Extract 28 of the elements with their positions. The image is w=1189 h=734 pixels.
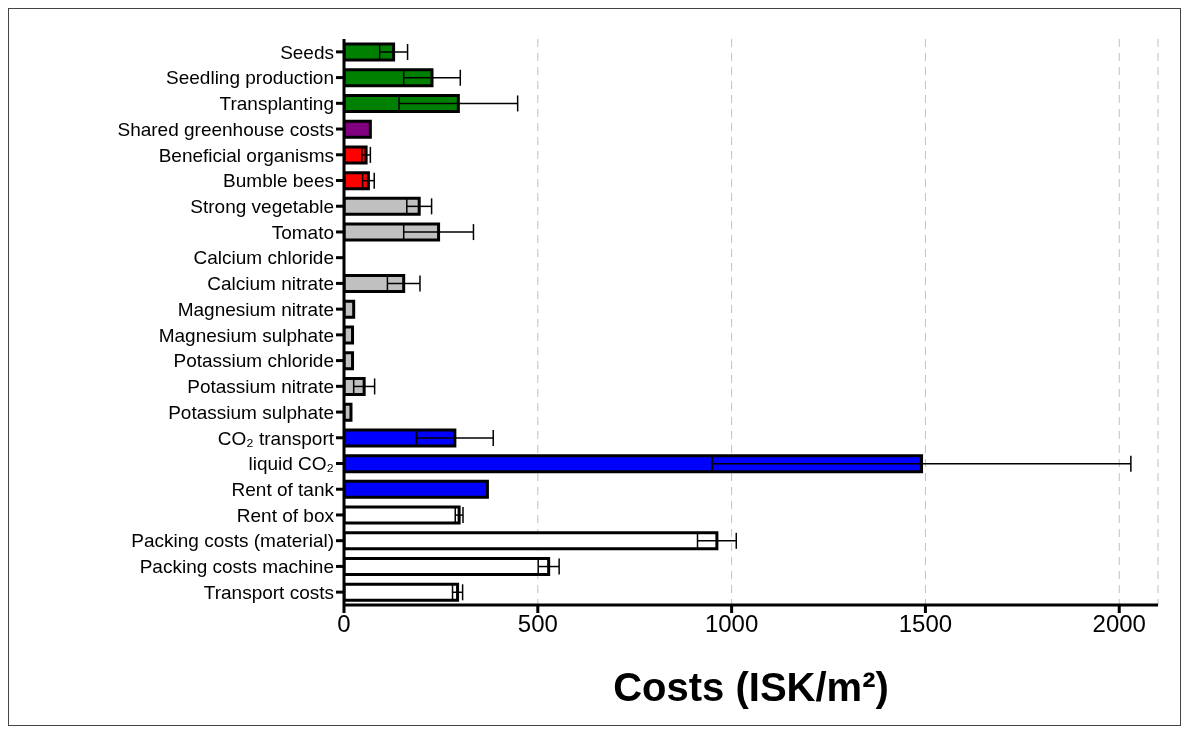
x-tick-label: 0 xyxy=(337,610,351,638)
y-tick-label: Rent of tank xyxy=(231,478,335,500)
y-tick-label: Packing costs machine xyxy=(139,556,334,578)
y-tick-label: Potassium nitrate xyxy=(187,376,334,398)
y-tick-label: Seedling production xyxy=(166,67,334,89)
y-tick-label: Bumble bees xyxy=(223,170,334,192)
y-tick-label: Potassium sulphate xyxy=(168,401,334,423)
y-tick-label: Seeds xyxy=(280,41,334,63)
y-tick-label: Rent of box xyxy=(236,504,335,526)
y-tick-label: Magnesium nitrate xyxy=(177,298,334,320)
y-tick-label: Transplanting xyxy=(219,93,334,115)
x-tick-label: 500 xyxy=(517,610,558,638)
y-tick-label: Strong vegetable xyxy=(190,195,334,217)
y-tick-label: Shared greenhouse costs xyxy=(117,118,334,140)
y-tick-label: Calcium chloride xyxy=(193,247,334,269)
y-tick-label: Potassium chloride xyxy=(173,350,334,372)
y-tick-label: liquid CO₂ xyxy=(248,453,334,475)
y-tick-label: Magnesium sulphate xyxy=(158,324,334,346)
x-tick-label: 1500 xyxy=(898,610,953,638)
y-tick-label: Calcium nitrate xyxy=(207,273,334,295)
x-axis-title: Costs (ISK/m²) xyxy=(613,665,889,709)
y-tick-label: Tomato xyxy=(271,221,334,243)
x-tick-label: 2000 xyxy=(1092,610,1146,638)
y-tick-label: Packing costs (material) xyxy=(131,530,334,552)
y-tick-label: Transport costs xyxy=(203,581,334,603)
x-tick-label: 1000 xyxy=(704,610,759,638)
y-tick-label: CO₂ transport xyxy=(217,427,335,449)
y-tick-label: Beneficial organisms xyxy=(158,144,334,166)
